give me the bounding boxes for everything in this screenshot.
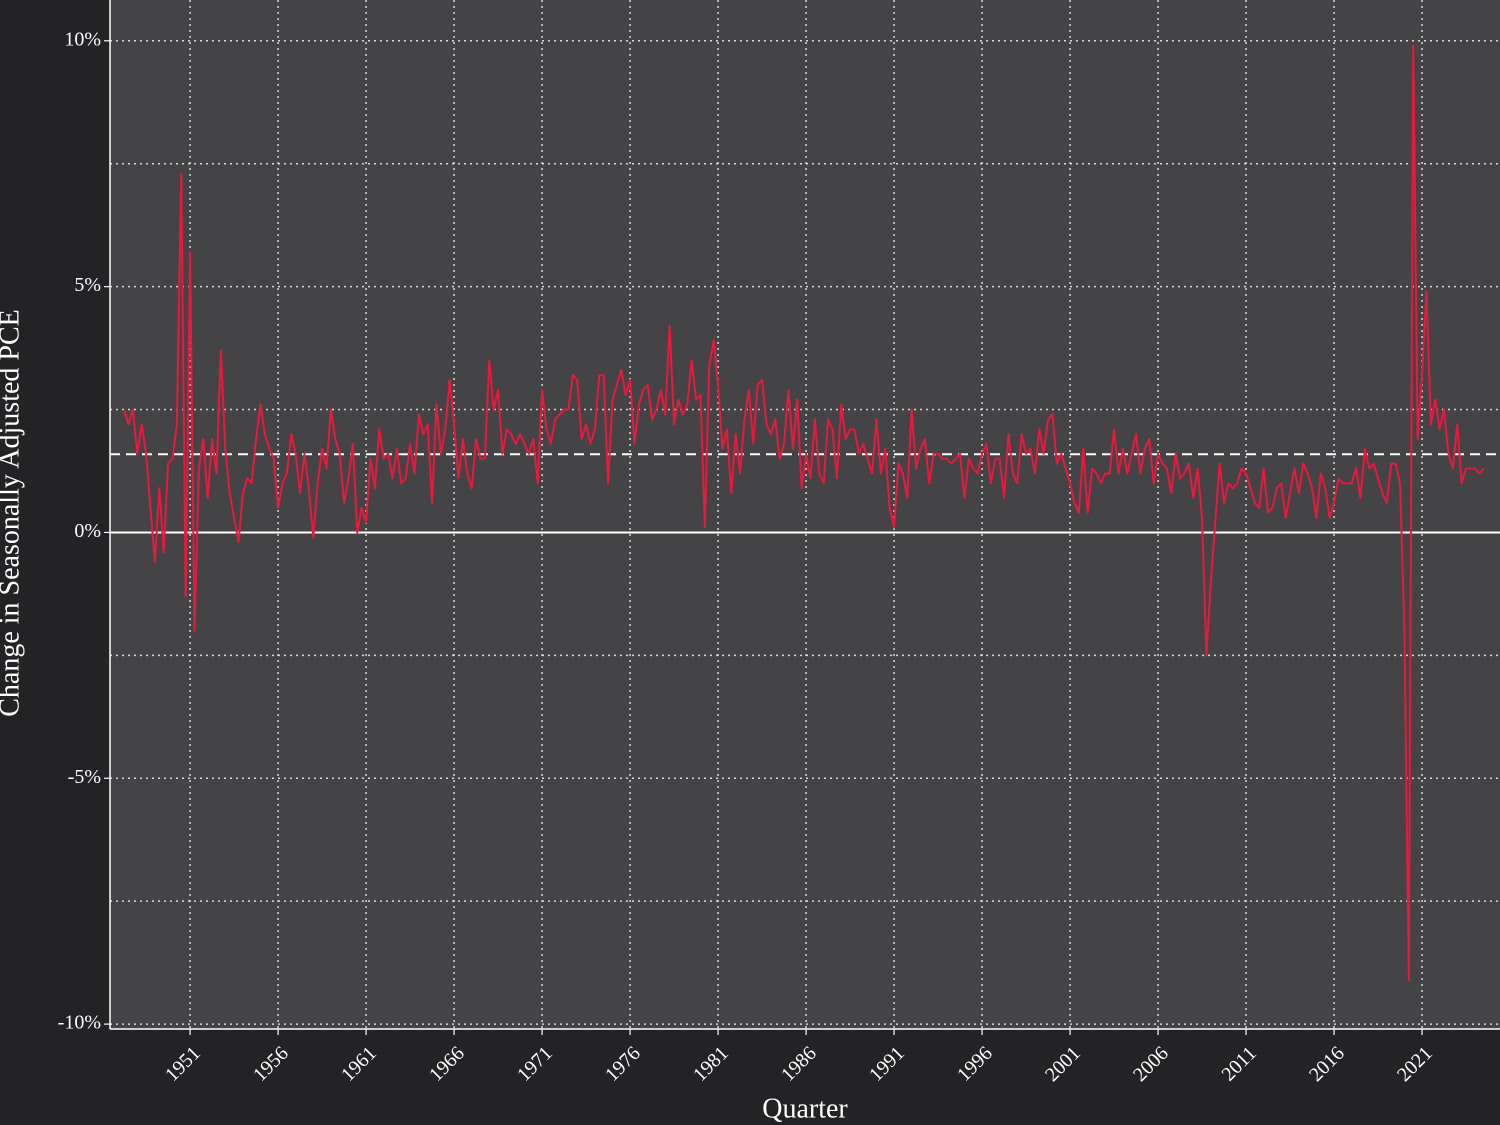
y-tick-label: -10%: [58, 1012, 101, 1034]
y-tick-label: 5%: [74, 274, 101, 296]
y-tick-label: 0%: [74, 520, 101, 542]
data-line: [123, 44, 1485, 981]
y-tick-label: 10%: [64, 28, 101, 50]
x-axis-title: Quarter: [762, 1093, 848, 1124]
y-axis-title: Change in Seasonally Adjusted PCE: [0, 309, 25, 717]
plot-area: [110, 0, 1500, 1029]
y-tick-label: -5%: [68, 766, 101, 788]
